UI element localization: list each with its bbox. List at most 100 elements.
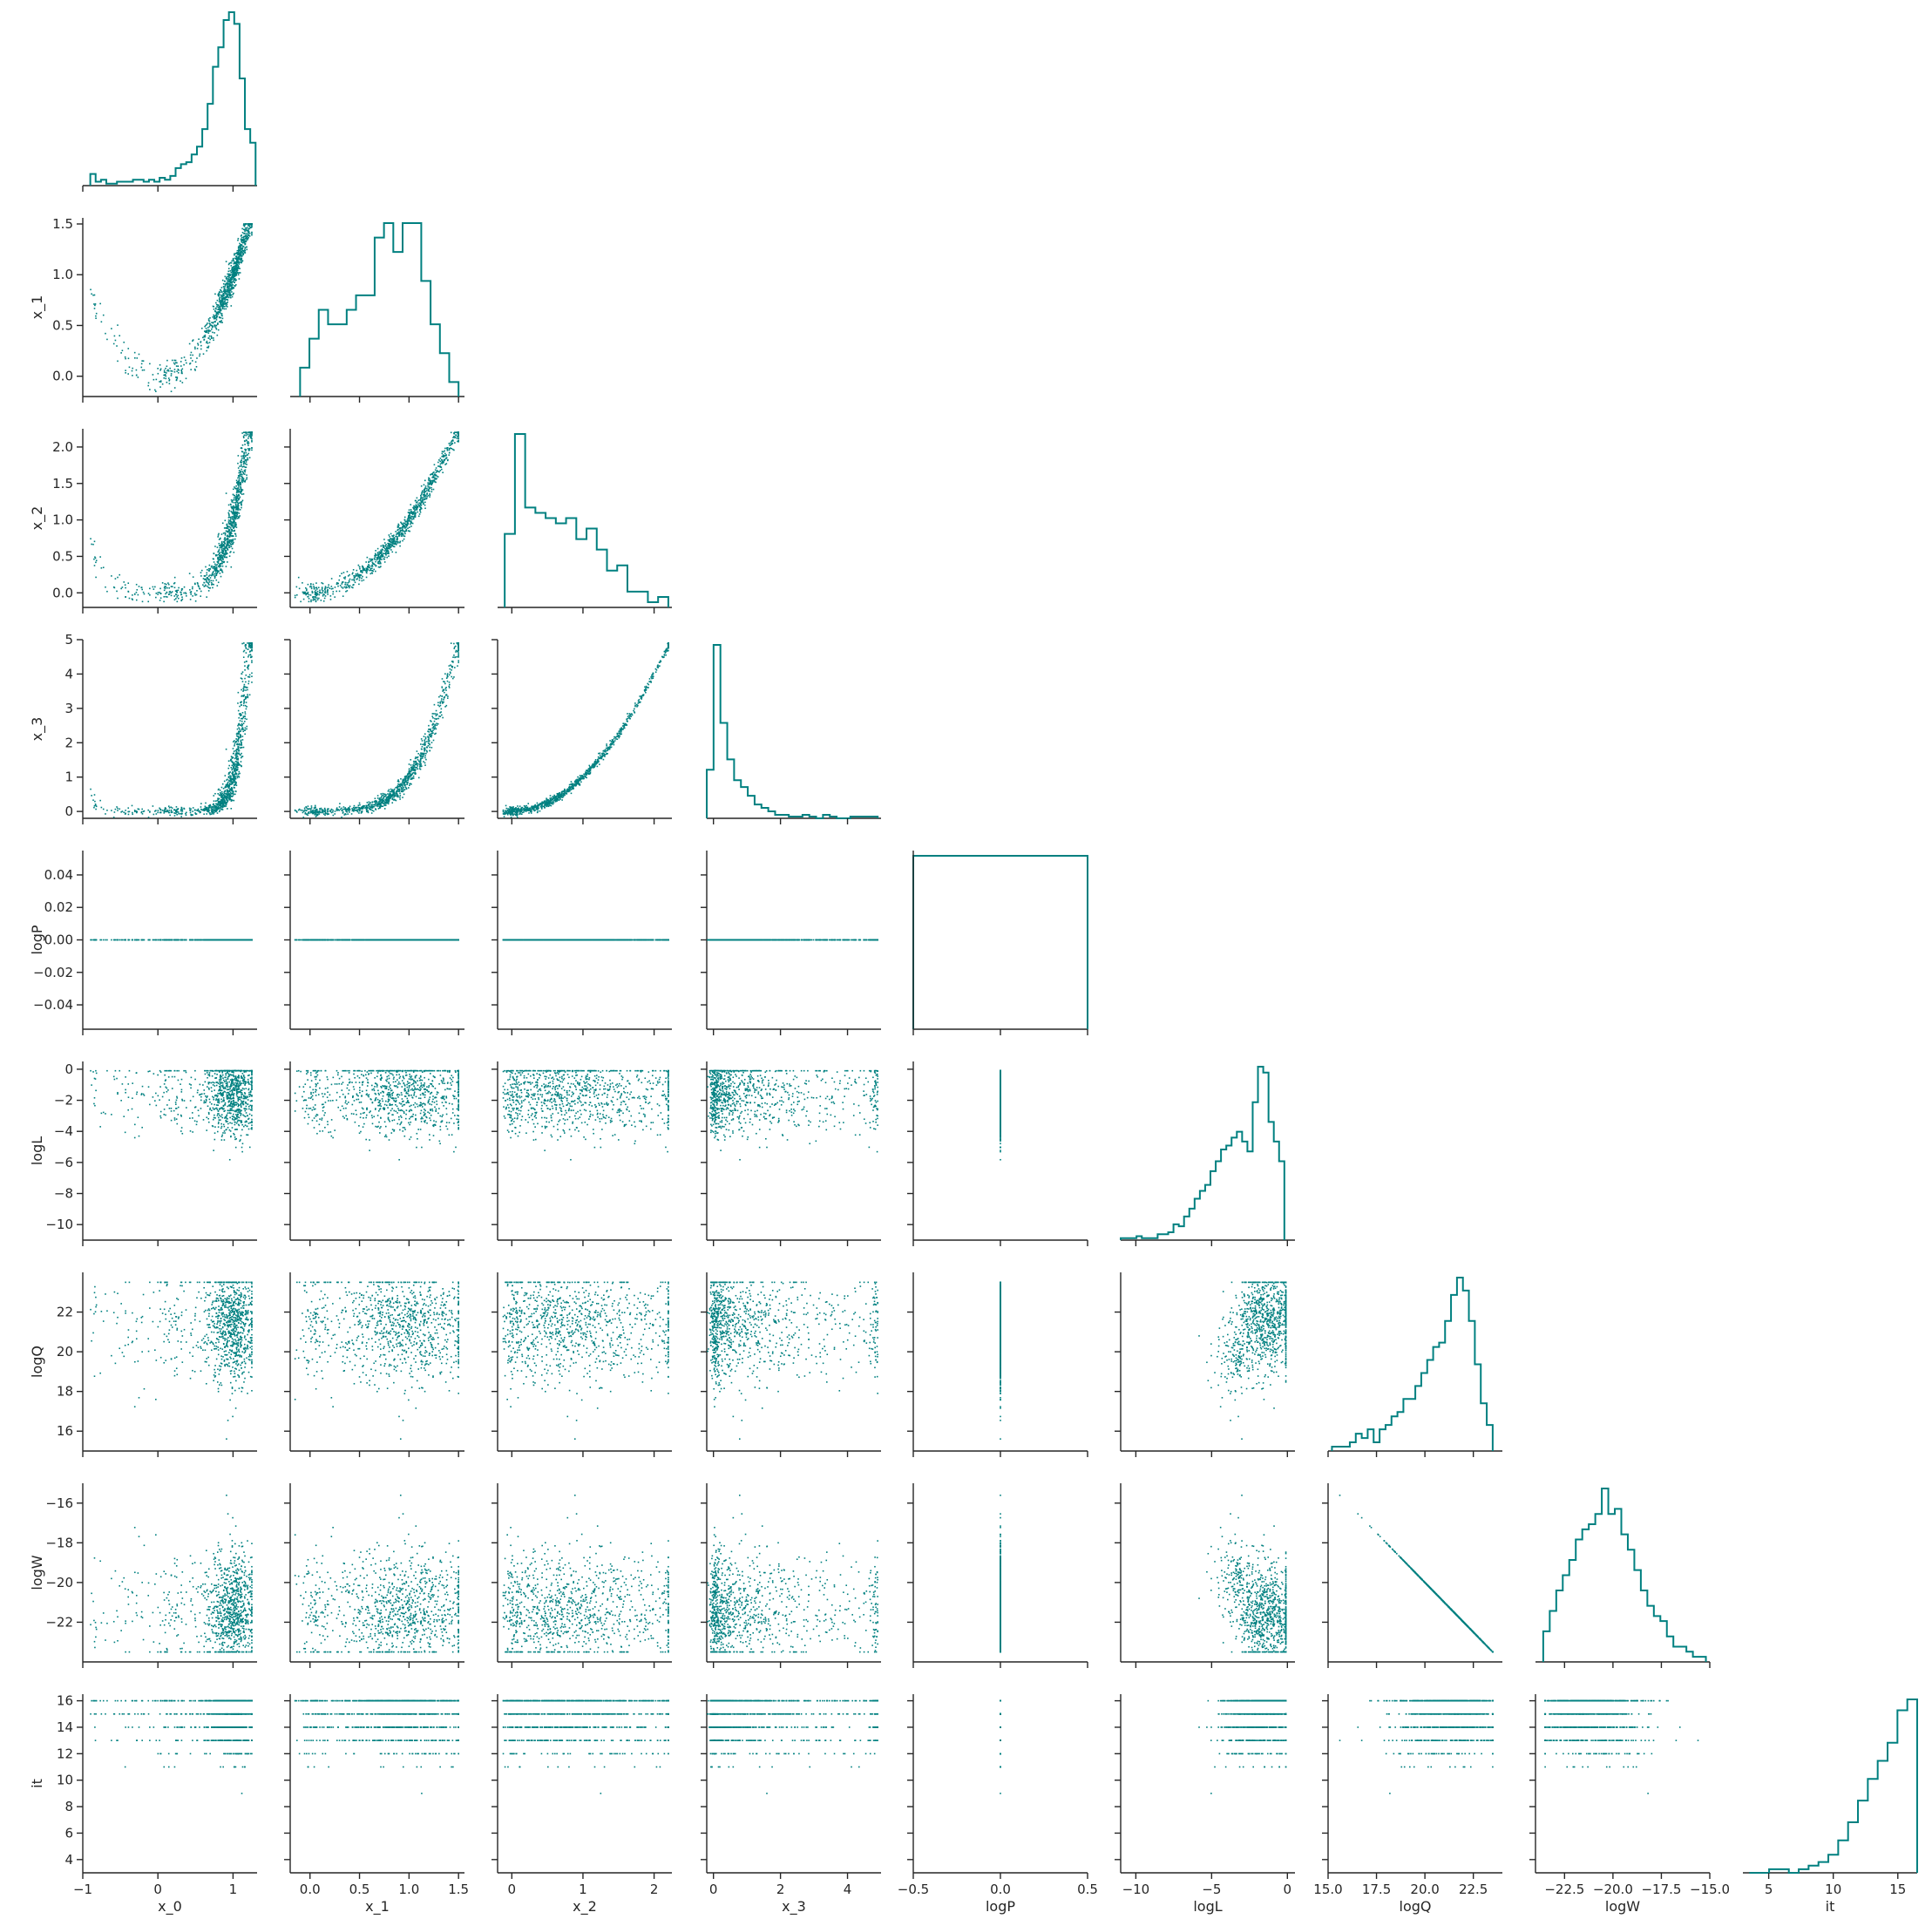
- point: [111, 575, 112, 577]
- point: [235, 255, 238, 257]
- point: [231, 278, 234, 281]
- point: [302, 811, 304, 814]
- point: [245, 227, 247, 229]
- point: [393, 539, 396, 541]
- point: [164, 586, 166, 587]
- point: [211, 328, 213, 330]
- point: [227, 526, 229, 527]
- point: [223, 794, 225, 796]
- point: [233, 776, 234, 778]
- point: [207, 810, 210, 813]
- point: [235, 515, 238, 517]
- point: [443, 460, 444, 462]
- point: [228, 288, 230, 289]
- point: [237, 773, 240, 776]
- point: [393, 546, 396, 548]
- point: [302, 582, 303, 584]
- point: [346, 587, 349, 588]
- point: [215, 568, 218, 571]
- point: [241, 739, 244, 741]
- point: [303, 807, 306, 810]
- point: [240, 724, 242, 726]
- point: [202, 809, 204, 811]
- point: [238, 257, 241, 259]
- point: [342, 595, 344, 597]
- point: [428, 484, 430, 485]
- point: [231, 523, 234, 525]
- point: [245, 241, 247, 243]
- point: [302, 598, 305, 600]
- point: [217, 571, 219, 573]
- point: [227, 808, 228, 810]
- point: [226, 553, 228, 554]
- point: [226, 542, 228, 545]
- point: [193, 582, 196, 585]
- point: [451, 448, 454, 451]
- point: [231, 769, 234, 771]
- point: [220, 537, 221, 539]
- point: [232, 756, 234, 759]
- point: [338, 810, 341, 811]
- point: [214, 570, 217, 573]
- histogram-x_2: [504, 433, 669, 607]
- point: [204, 330, 207, 332]
- point: [237, 517, 240, 519]
- point: [219, 554, 220, 557]
- point: [234, 526, 235, 528]
- point: [218, 564, 220, 566]
- point: [227, 263, 230, 266]
- point: [307, 808, 308, 810]
- point: [218, 801, 220, 804]
- point: [235, 492, 238, 493]
- point: [403, 786, 404, 789]
- point: [403, 535, 404, 537]
- point: [133, 351, 136, 354]
- point: [452, 437, 454, 438]
- point: [346, 810, 348, 813]
- point: [94, 303, 97, 305]
- point: [434, 717, 436, 720]
- point: [351, 579, 353, 581]
- point: [241, 688, 242, 691]
- point: [302, 810, 303, 811]
- point: [353, 808, 356, 810]
- point: [236, 482, 239, 485]
- point: [409, 526, 410, 528]
- point: [229, 776, 232, 779]
- point: [248, 674, 251, 676]
- point: [234, 793, 236, 796]
- point: [224, 790, 226, 792]
- point: [216, 299, 219, 302]
- point: [322, 591, 324, 593]
- point: [233, 541, 234, 544]
- point: [224, 792, 226, 795]
- point: [453, 642, 455, 645]
- point: [369, 809, 372, 810]
- point: [444, 682, 446, 685]
- point: [430, 720, 432, 722]
- point: [240, 248, 242, 251]
- point: [173, 809, 175, 811]
- point: [222, 550, 224, 552]
- point: [239, 473, 241, 476]
- point: [143, 593, 146, 595]
- point: [226, 278, 227, 280]
- point: [422, 756, 424, 757]
- point: [233, 515, 234, 518]
- point: [208, 329, 210, 332]
- point: [224, 785, 227, 788]
- point: [100, 321, 103, 323]
- point: [92, 294, 94, 296]
- point: [227, 781, 229, 783]
- point: [294, 594, 296, 597]
- point: [220, 287, 223, 288]
- point: [441, 468, 443, 471]
- point: [400, 535, 403, 537]
- point: [417, 776, 420, 779]
- point: [177, 371, 180, 374]
- point: [246, 477, 248, 478]
- point: [310, 587, 313, 590]
- point: [247, 431, 248, 433]
- point: [170, 390, 173, 392]
- point: [408, 787, 410, 789]
